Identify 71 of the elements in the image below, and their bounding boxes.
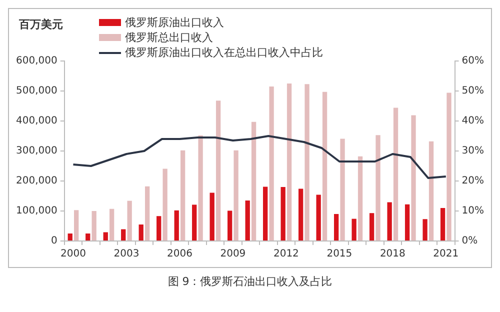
bar [352, 218, 356, 240]
bar [234, 150, 238, 240]
bar [280, 187, 286, 240]
bar [376, 135, 380, 240]
bar [228, 210, 232, 240]
bar [369, 213, 374, 240]
bar [180, 150, 186, 240]
x-tick-label: 2018 [380, 248, 406, 260]
caption: 图 9：俄罗斯石油出口收入及占比 [166, 274, 334, 290]
bar [245, 200, 250, 240]
bar [162, 168, 168, 240]
bar [216, 100, 221, 240]
bar [428, 141, 434, 240]
bar [74, 210, 79, 240]
bar [316, 194, 321, 240]
y-tick-label: 500,000 [16, 86, 58, 97]
bar [127, 200, 132, 240]
bar [304, 84, 310, 240]
bar [144, 186, 150, 240]
bar [198, 135, 203, 240]
x-tick-label: 2000 [60, 248, 86, 260]
bar [68, 234, 72, 240]
y2-tick-label: 60% [462, 56, 484, 67]
legend-label: 俄罗斯总出口收入 [125, 30, 213, 45]
bar [393, 108, 398, 240]
y-tick-label: 0 [50, 236, 58, 247]
bar [340, 138, 345, 240]
bar [109, 208, 114, 240]
legend-label: 俄罗斯原油出口收入在总出口收入中占比 [125, 45, 323, 60]
x-tick-label: 2006 [166, 248, 192, 260]
y2-tick-label: 20% [462, 176, 484, 187]
y-tick-label: 200,000 [16, 176, 58, 187]
y2-tick-label: 10% [462, 206, 484, 217]
y-axis-title: 百万美元 [19, 17, 63, 32]
x-tick-label: 2015 [326, 248, 352, 260]
bar [269, 86, 274, 240]
bar [86, 234, 90, 240]
bar [210, 192, 214, 240]
bar [92, 211, 96, 240]
bar [251, 122, 256, 240]
bar [263, 186, 268, 240]
bar [192, 204, 197, 240]
bar [322, 92, 328, 240]
bar [156, 216, 162, 240]
bar [174, 210, 179, 240]
y2-tick-label: 30% [462, 146, 484, 157]
y2-tick-label: 0% [462, 236, 478, 247]
bar [387, 202, 392, 240]
bar [298, 188, 304, 240]
bar [138, 224, 144, 240]
y-tick-label: 600,000 [16, 56, 58, 67]
bar [103, 232, 108, 240]
bar [404, 204, 410, 240]
bar [440, 208, 446, 240]
bar [286, 84, 292, 240]
bar [411, 115, 416, 240]
bar [422, 219, 428, 240]
bar [446, 92, 452, 240]
x-tick-label: 2009 [220, 248, 246, 260]
x-tick-label: 2021 [433, 248, 459, 260]
y2-tick-label: 50% [462, 86, 484, 97]
bar [358, 156, 363, 240]
bar [334, 214, 339, 240]
bar [121, 229, 126, 240]
y2-tick-label: 40% [462, 116, 484, 127]
y-tick-label: 100,000 [16, 206, 58, 217]
x-tick-label: 2012 [273, 248, 299, 260]
legend-label: 俄罗斯原油出口收入 [125, 15, 224, 30]
y-tick-label: 400,000 [16, 116, 58, 127]
y-tick-label: 300,000 [16, 146, 58, 157]
x-tick-label: 2003 [114, 248, 140, 260]
